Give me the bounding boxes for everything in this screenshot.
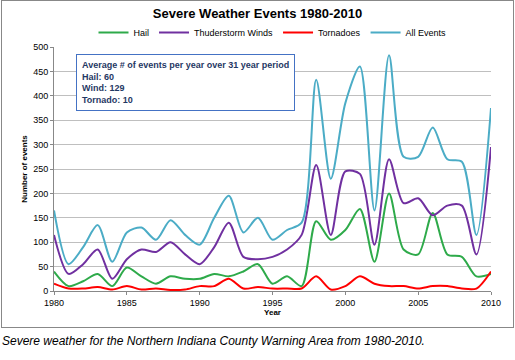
svg-text:2010: 2010 bbox=[481, 298, 501, 308]
svg-text:300: 300 bbox=[33, 140, 48, 150]
html-text:Severe weather for the Norther: Severe weather for the Northern Indiana … bbox=[2, 334, 425, 348]
svg-text:All Events: All Events bbox=[406, 28, 447, 38]
svg-text:Year: Year bbox=[264, 308, 281, 317]
svg-text:2005: 2005 bbox=[408, 298, 428, 308]
svg-text:200: 200 bbox=[33, 189, 48, 199]
svg-text:1995: 1995 bbox=[262, 298, 282, 308]
svg-text:0: 0 bbox=[43, 286, 48, 296]
svg-text:100: 100 bbox=[33, 237, 48, 247]
svg-text:150: 150 bbox=[33, 213, 48, 223]
svg-text:Hail: Hail bbox=[134, 28, 150, 38]
svg-text:1990: 1990 bbox=[190, 298, 210, 308]
svg-text:1985: 1985 bbox=[117, 298, 137, 308]
svg-text:2000: 2000 bbox=[335, 298, 355, 308]
svg-text:250: 250 bbox=[33, 164, 48, 174]
svg-text:50: 50 bbox=[38, 262, 48, 272]
svg-text:1980: 1980 bbox=[44, 298, 64, 308]
svg-text:Number of events: Number of events bbox=[20, 135, 29, 203]
svg-text:Severe Weather Events 1980-201: Severe Weather Events 1980-2010 bbox=[153, 6, 362, 21]
svg-text:Tornadoes: Tornadoes bbox=[318, 28, 361, 38]
svg-text:500: 500 bbox=[33, 42, 48, 52]
svg-text:400: 400 bbox=[33, 91, 48, 101]
svg-text:Average # of events per year o: Average # of events per year over 31 yea… bbox=[82, 60, 289, 105]
svg-text:Thuderstorm Winds: Thuderstorm Winds bbox=[194, 28, 273, 38]
svg-text:350: 350 bbox=[33, 115, 48, 125]
svg-text:450: 450 bbox=[33, 67, 48, 77]
